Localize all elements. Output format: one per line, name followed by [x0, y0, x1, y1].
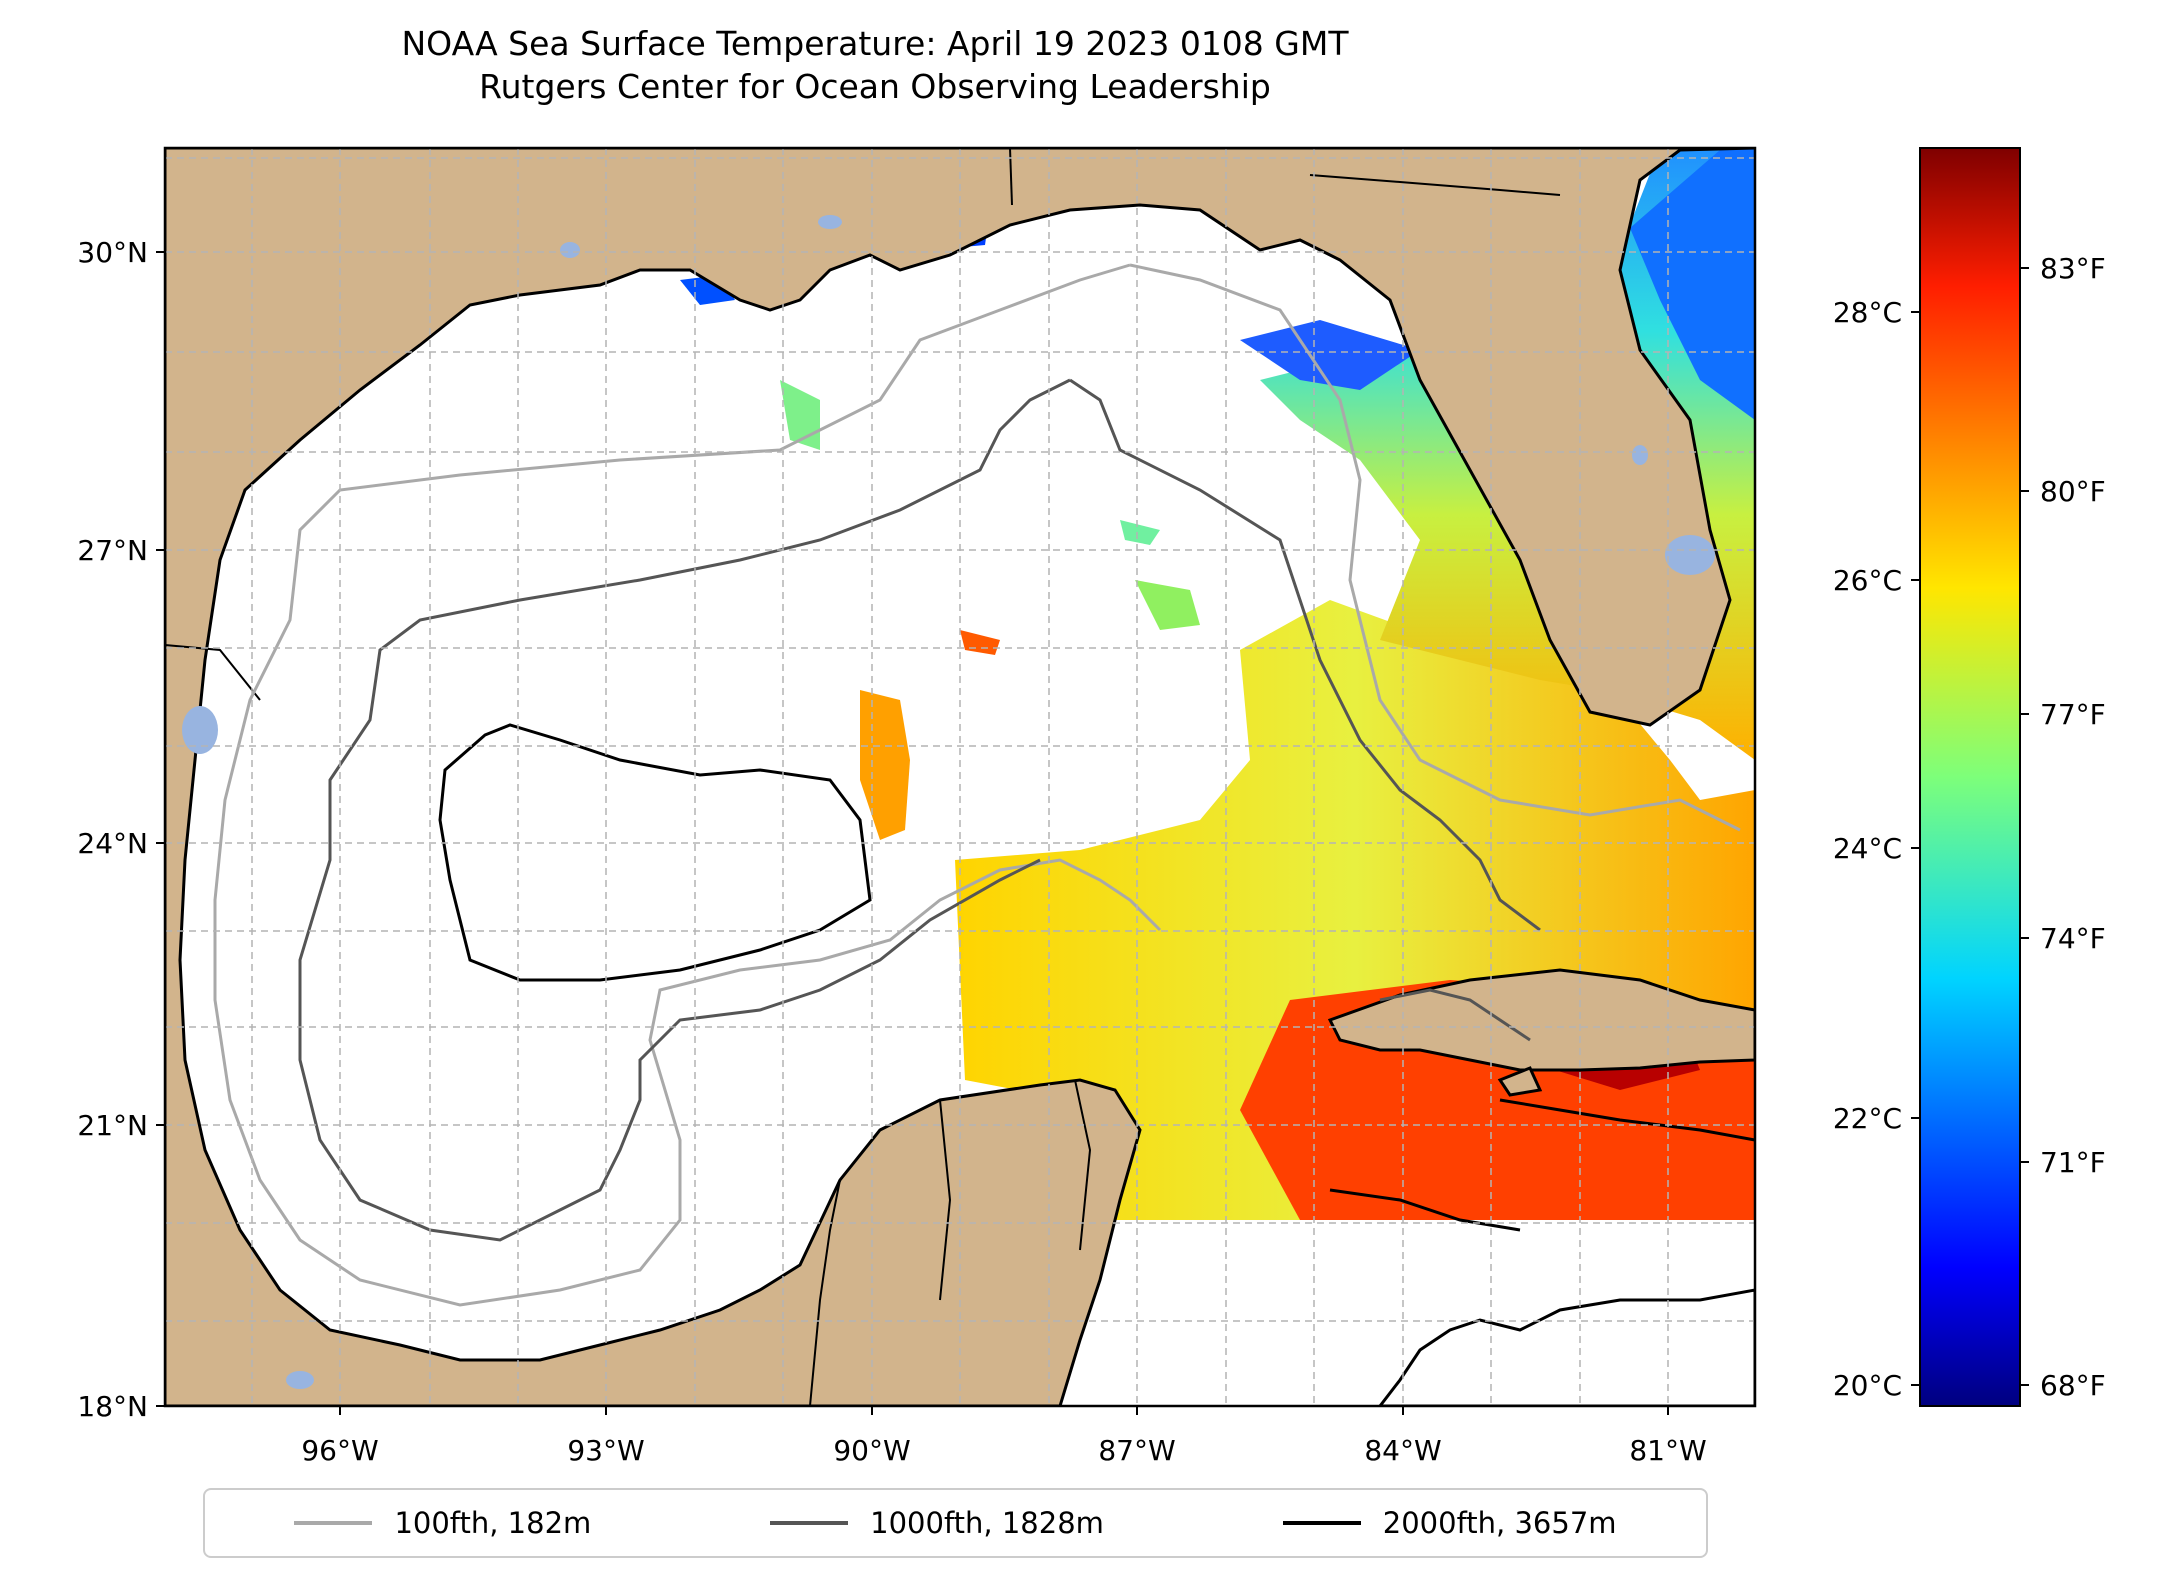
legend-label-1000fth: 1000fth, 1828m — [870, 1506, 1104, 1540]
lon-tick-93: 93°W — [567, 1434, 644, 1467]
lon-tick-81: 81°W — [1629, 1434, 1706, 1467]
legend-label-2000fth: 2000fth, 3657m — [1382, 1506, 1617, 1540]
lakes — [182, 215, 1715, 1389]
cbar-f-68: 68°F — [2040, 1369, 2106, 1402]
lat-ticks — [156, 251, 165, 1407]
cbar-c-24: 24°C — [1833, 832, 1902, 865]
lat-tick-30: 30°N — [77, 236, 148, 269]
cbar-c-20: 20°C — [1833, 1369, 1902, 1402]
lon-tick-96: 96°W — [301, 1434, 378, 1467]
colorbar — [1919, 147, 2021, 1407]
legend-line-1000fth — [770, 1521, 849, 1525]
boundaries — [165, 148, 1561, 1406]
cbar-c-28: 28°C — [1833, 296, 1902, 329]
legend-line-100fth — [294, 1521, 373, 1525]
lon-ticks — [339, 1406, 1669, 1415]
legend-entry-1000fth: 1000fth, 1828m — [770, 1506, 1104, 1540]
legend: 100fth, 182m 1000fth, 1828m 2000fth, 365… — [203, 1488, 1708, 1558]
cbar-c-26: 26°C — [1833, 564, 1902, 597]
lat-tick-27: 27°N — [77, 534, 148, 567]
legend-label-100fth: 100fth, 182m — [394, 1506, 592, 1540]
cbar-c-22: 22°C — [1833, 1102, 1902, 1135]
cbar-f-80: 80°F — [2040, 475, 2106, 508]
cbar-f-71: 71°F — [2040, 1146, 2106, 1179]
legend-line-2000fth — [1282, 1521, 1361, 1525]
legend-entry-2000fth: 2000fth, 3657m — [1282, 1506, 1617, 1540]
legend-entry-100fth: 100fth, 182m — [294, 1506, 591, 1540]
map-title: NOAA Sea Surface Temperature: April 19 2… — [401, 24, 1349, 63]
lat-tick-24: 24°N — [77, 827, 148, 860]
gridlines — [165, 148, 1755, 1406]
lat-tick-18: 18°N — [77, 1390, 148, 1423]
colorbar-celsius-ticks — [1911, 311, 1920, 1386]
bathymetry-2000fth — [438, 723, 1755, 1232]
plot-frame — [163, 146, 1757, 1408]
colorbar-fahrenheit-ticks — [2020, 267, 2029, 1386]
cbar-f-83: 83°F — [2040, 252, 2106, 285]
cbar-f-74: 74°F — [2040, 922, 2106, 955]
lon-tick-84: 84°W — [1364, 1434, 1441, 1467]
land — [165, 148, 1755, 1406]
lon-tick-87: 87°W — [1098, 1434, 1175, 1467]
cbar-f-77: 77°F — [2040, 698, 2106, 731]
bathymetry-100fth — [213, 263, 1741, 1307]
map-subtitle: Rutgers Center for Ocean Observing Leade… — [479, 67, 1271, 106]
title-block: NOAA Sea Surface Temperature: April 19 2… — [165, 22, 1585, 108]
lon-tick-90: 90°W — [833, 1434, 910, 1467]
lat-tick-21: 21°N — [77, 1109, 148, 1142]
